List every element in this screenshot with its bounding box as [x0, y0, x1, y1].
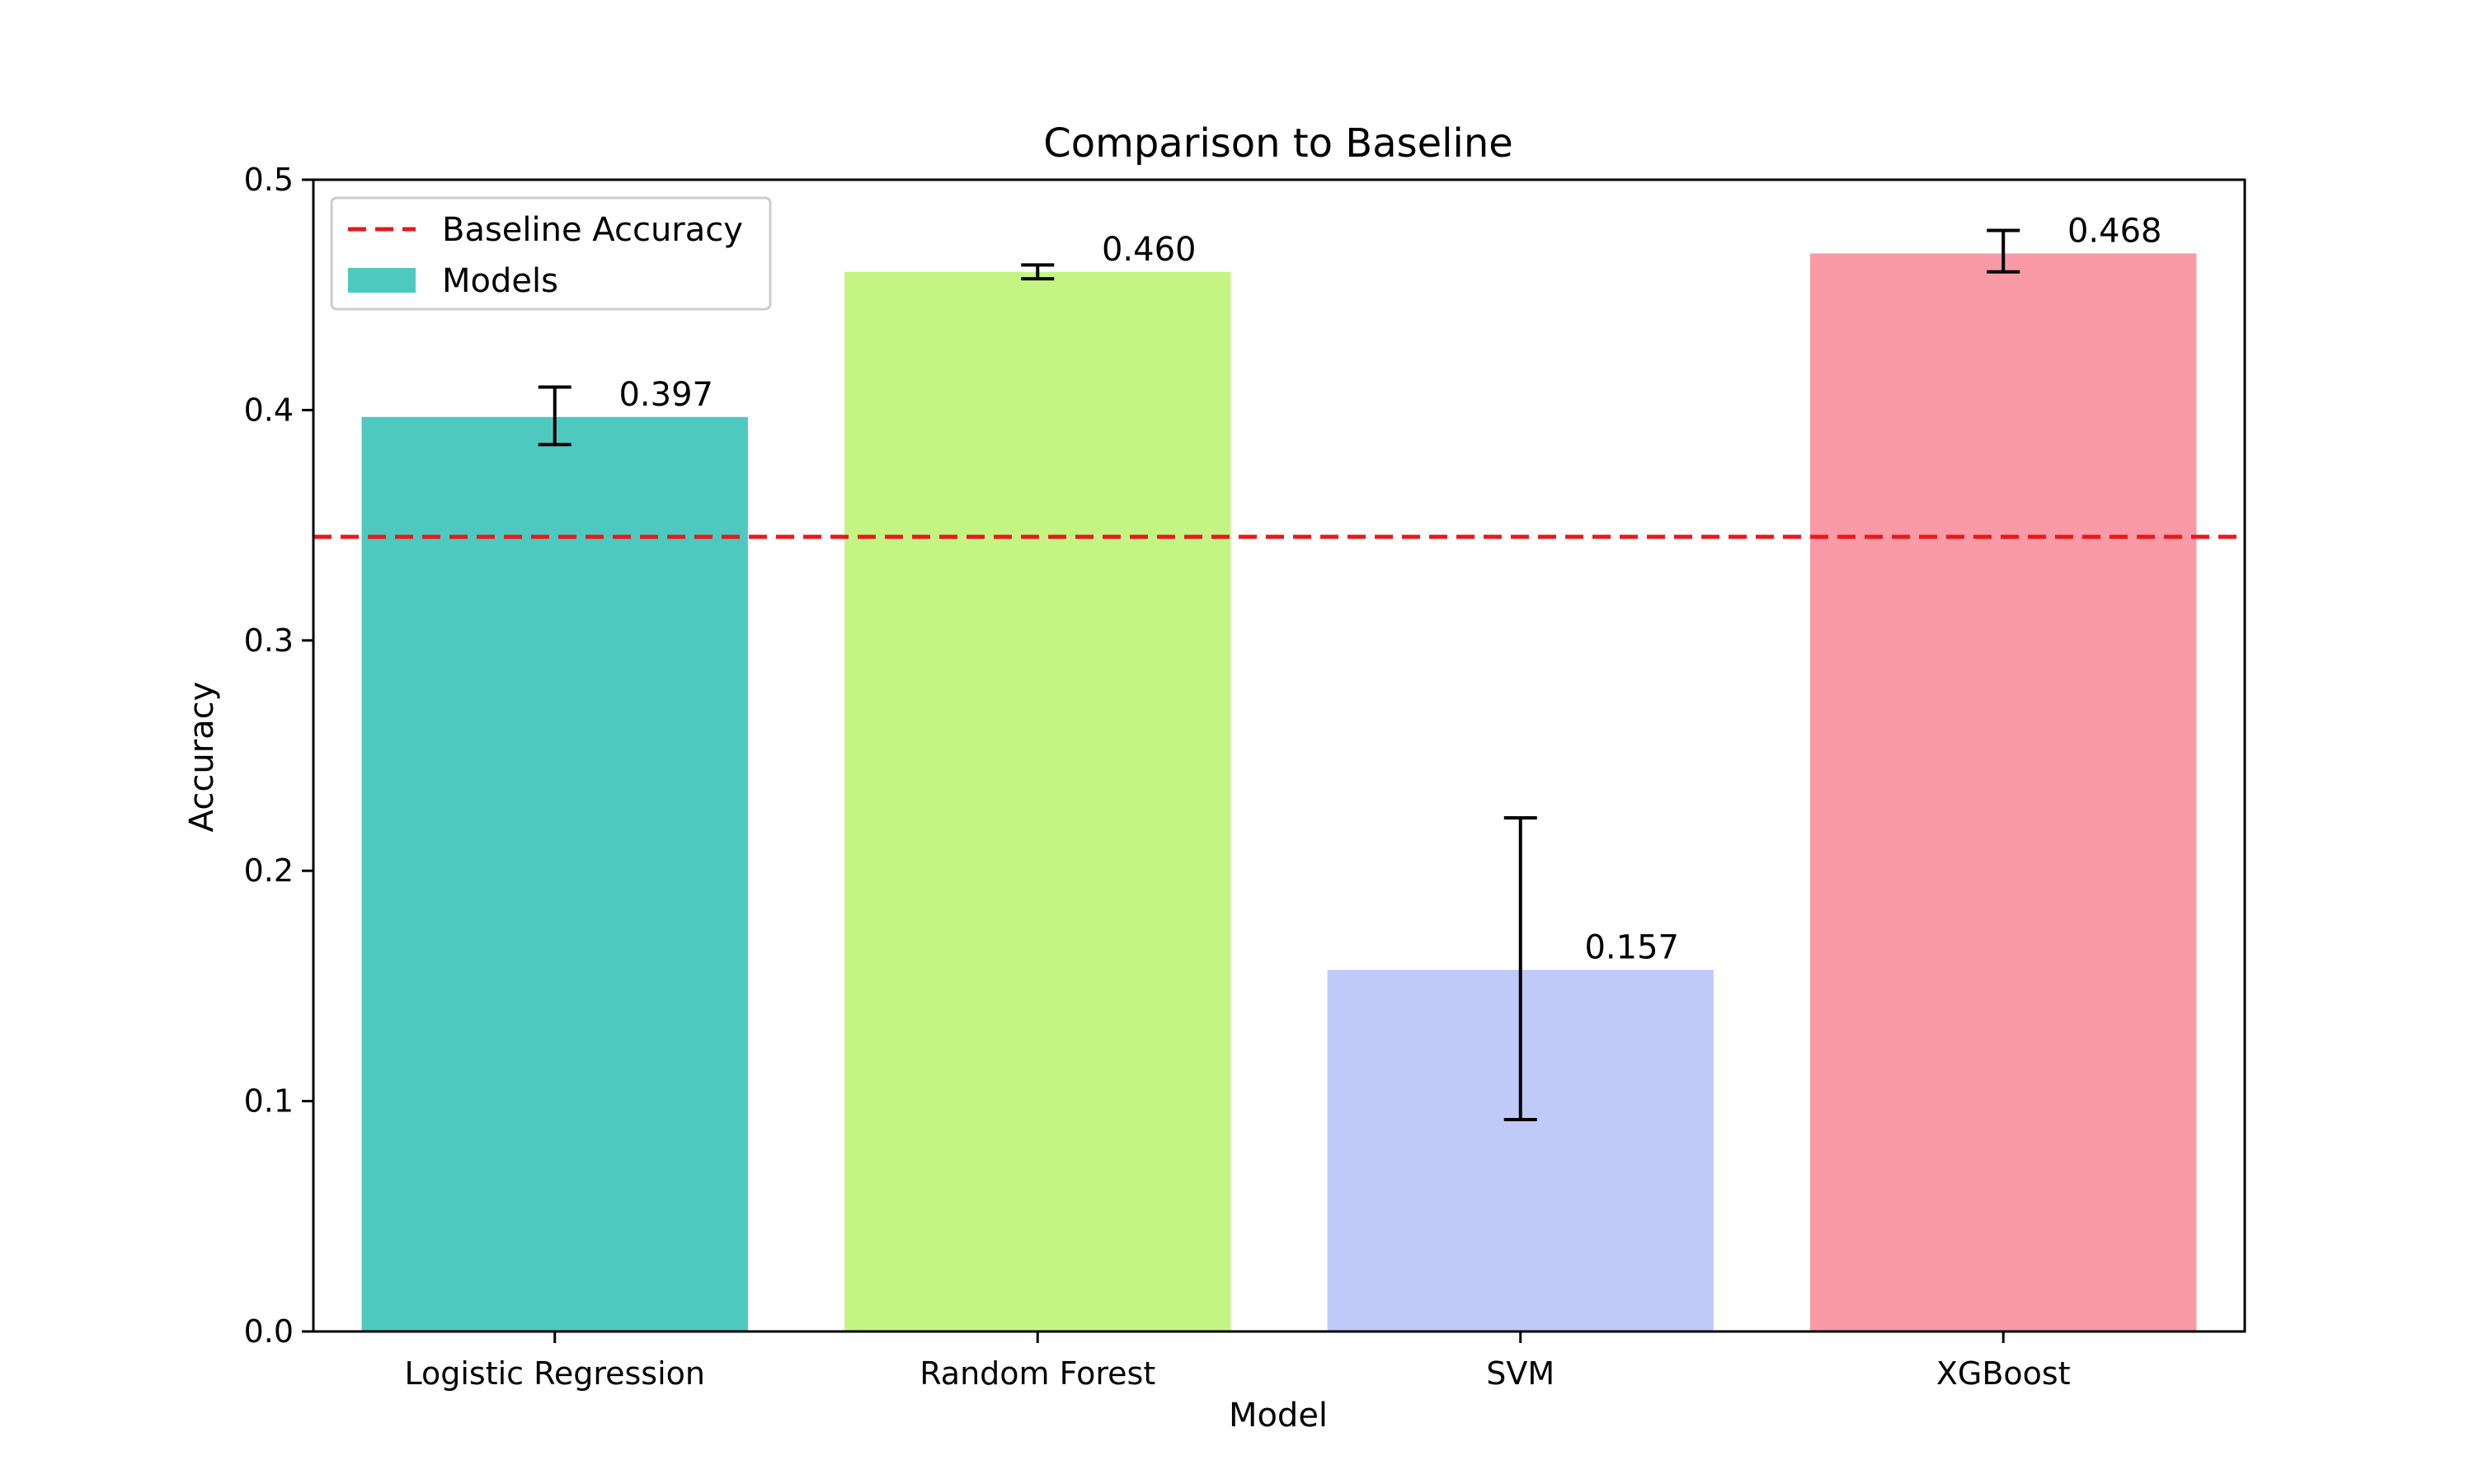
x-axis-label: Model — [1229, 1397, 1328, 1435]
bar — [844, 271, 1231, 1331]
x-tick-label: SVM — [1486, 1355, 1554, 1392]
error-bar — [1021, 263, 1055, 281]
x-tick-label: Random Forest — [920, 1355, 1155, 1392]
chart-title: Comparison to Baseline — [1043, 120, 1513, 167]
x-tick-label: Logistic Regression — [404, 1355, 705, 1392]
legend-box — [330, 196, 772, 311]
x-tick-label: XGBoost — [1936, 1355, 2071, 1392]
data-label: 0.157 — [1584, 928, 1679, 966]
legend: Baseline Accuracy Models — [330, 196, 772, 311]
bar — [1810, 253, 2197, 1332]
y-tick-label: 0.2 — [244, 852, 294, 889]
error-bar — [1987, 228, 2020, 274]
legend-label: Baseline Accuracy — [442, 211, 743, 249]
bar — [361, 416, 748, 1332]
legend-label: Models — [442, 262, 558, 300]
y-axis-label: Accuracy — [183, 682, 221, 833]
y-tick-label: 0.0 — [244, 1313, 294, 1350]
error-bar — [1503, 815, 1537, 1121]
y-tick-label: 0.4 — [244, 392, 294, 428]
plot-area: 0.397 0.460 0.157 0.468 0.0 0.1 0.2 0.3 0.4 0.5 Lo… — [244, 162, 2246, 1392]
data-label: 0.460 — [1102, 231, 1197, 269]
error-bar — [538, 385, 571, 447]
y-tick-label: 0.1 — [244, 1083, 294, 1120]
y-tick-label: 0.5 — [244, 162, 294, 198]
legend-swatch-patch — [348, 268, 416, 293]
plot-frame — [312, 178, 2246, 1333]
data-label: 0.468 — [2067, 212, 2162, 250]
data-label: 0.397 — [618, 376, 713, 414]
y-tick-label: 0.3 — [244, 622, 294, 659]
